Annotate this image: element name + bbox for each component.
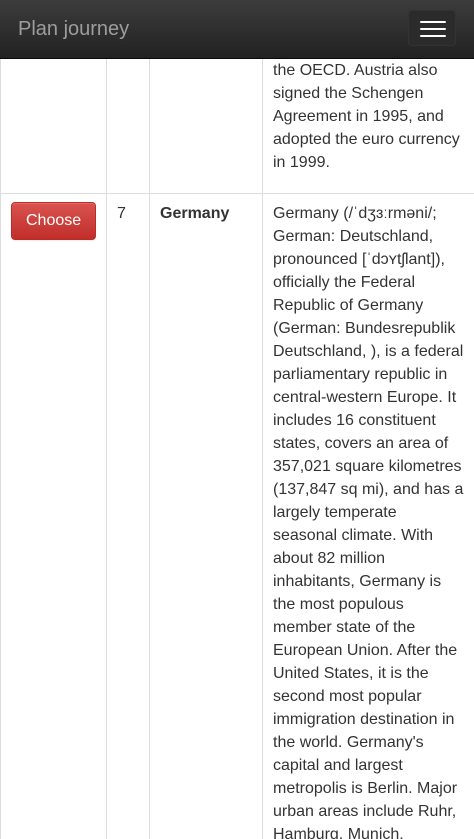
hamburger-menu-icon bbox=[420, 21, 446, 23]
navbar-toggle-button[interactable] bbox=[408, 10, 456, 46]
country-description: Germany (/ˈdʒɜːrməni/; German: Deutschla… bbox=[273, 205, 463, 839]
hamburger-menu-icon bbox=[420, 28, 446, 30]
brand-link[interactable]: Plan journey bbox=[18, 16, 129, 42]
action-cell: Choose bbox=[1, 194, 107, 839]
country-name: Germany bbox=[160, 205, 229, 222]
hamburger-menu-icon bbox=[420, 35, 446, 37]
number-cell: 7 bbox=[107, 194, 150, 839]
name-cell: Germany bbox=[150, 194, 263, 839]
choose-button[interactable]: Choose bbox=[11, 202, 96, 240]
row-number: 7 bbox=[117, 205, 126, 222]
description-cell: Germany (/ˈdʒɜːrməni/; German: Deutschla… bbox=[263, 194, 474, 839]
previous-row-description: the OECD. Austria also signed the Scheng… bbox=[273, 59, 464, 174]
navbar: Plan journey bbox=[0, 0, 474, 59]
table-row: Choose 7 Germany Germany (/ˈdʒɜːrməni/; … bbox=[1, 194, 474, 839]
